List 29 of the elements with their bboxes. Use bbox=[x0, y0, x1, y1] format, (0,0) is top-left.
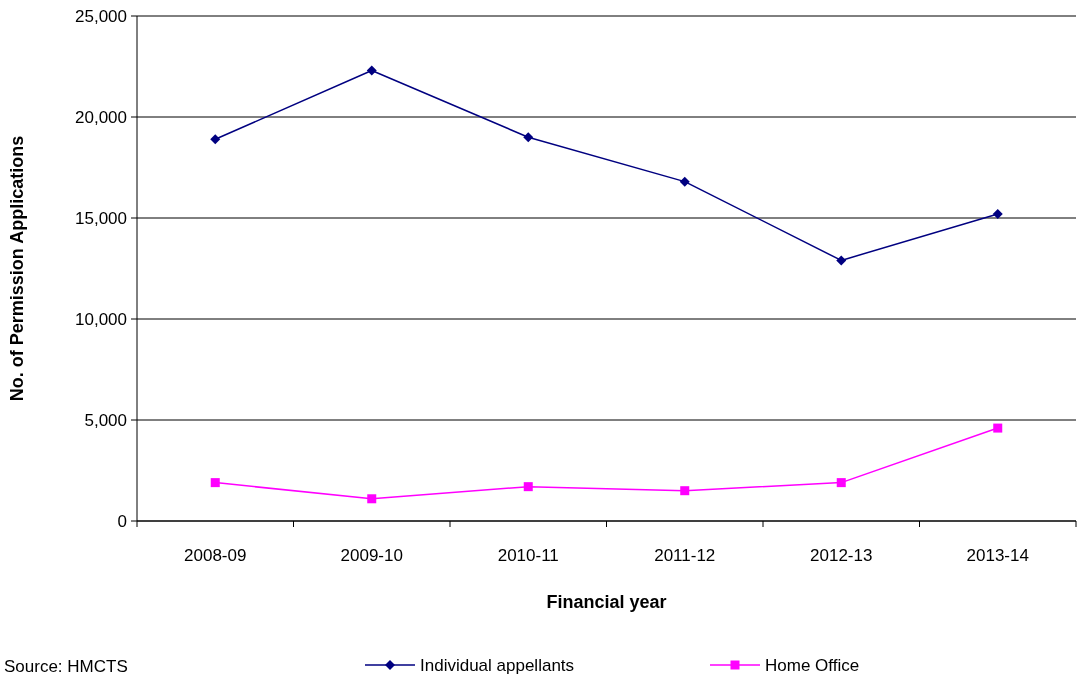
source-note: Source: HMCTS bbox=[4, 657, 128, 676]
point bbox=[836, 255, 847, 266]
y-axis-title: No. of Permission Applications bbox=[7, 135, 27, 402]
x-tick-label: 2010-11 bbox=[497, 546, 559, 565]
point bbox=[523, 482, 533, 492]
point bbox=[993, 423, 1003, 433]
point bbox=[210, 134, 221, 145]
point bbox=[367, 494, 377, 504]
y-tick-label: 25,000 bbox=[75, 6, 127, 26]
y-tick-label: 15,000 bbox=[75, 208, 127, 228]
legend-label: Home Office bbox=[765, 655, 860, 675]
point bbox=[992, 208, 1003, 219]
x-tick-label: 2013-14 bbox=[966, 546, 1029, 565]
x-tick-label: 2012-13 bbox=[810, 546, 873, 565]
point bbox=[210, 478, 220, 488]
y-tick-label: 20,000 bbox=[75, 107, 127, 127]
y-tick-label: 5,000 bbox=[84, 410, 127, 430]
point bbox=[680, 486, 690, 496]
x-tick-label: 2009-10 bbox=[340, 546, 403, 565]
legend-label: Individual appellants bbox=[420, 655, 575, 675]
y-tick-label: 10,000 bbox=[75, 309, 127, 329]
point bbox=[523, 132, 534, 143]
point bbox=[366, 65, 377, 76]
y-tick-label: 0 bbox=[117, 511, 127, 531]
point bbox=[836, 478, 846, 488]
x-axis-title: Financial year bbox=[546, 592, 667, 612]
x-tick-label: 2011-12 bbox=[654, 546, 716, 565]
point bbox=[679, 176, 690, 187]
x-tick-label: 2008-09 bbox=[184, 546, 247, 565]
